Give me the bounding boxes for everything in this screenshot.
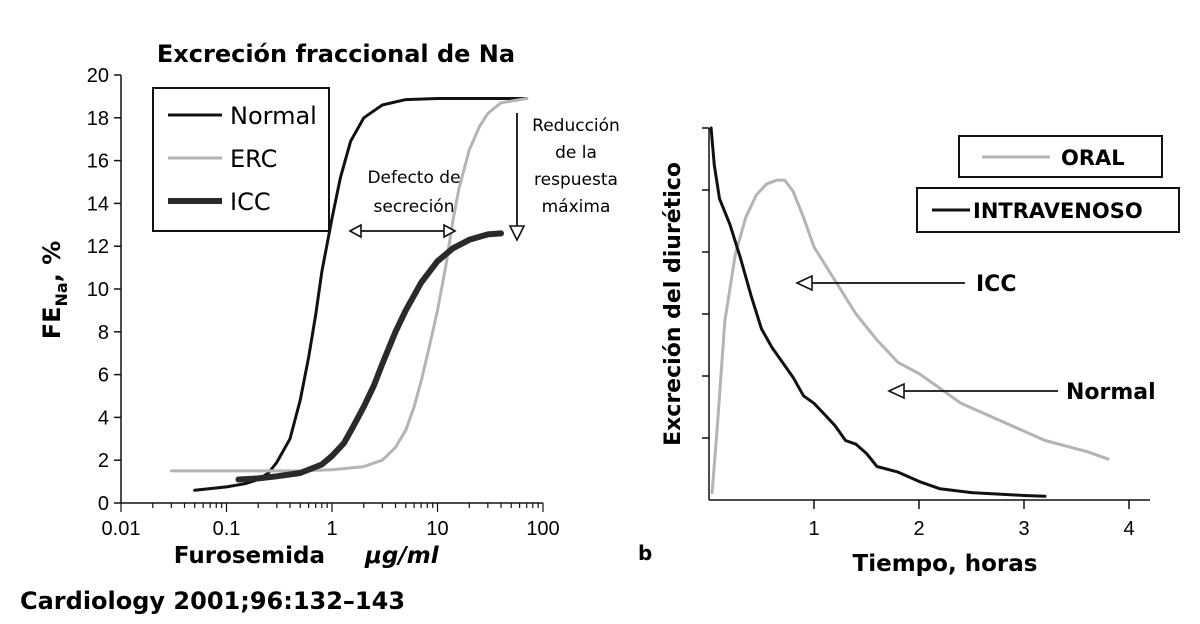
legend-iv-label: INTRAVENOSO bbox=[973, 199, 1143, 223]
panel-a-x-unit: μg/ml bbox=[364, 543, 440, 569]
panel-a-x-tick-label: 1 bbox=[326, 518, 337, 540]
panel-b-label: b bbox=[638, 541, 652, 565]
series-line-erc bbox=[169, 97, 529, 473]
normal-label: Normal bbox=[1066, 380, 1156, 405]
panel-a-x-label: Furosemida bbox=[174, 543, 325, 569]
reduccion-arrow-head bbox=[508, 225, 526, 242]
panel-a-y-tick-label: 14 bbox=[87, 193, 109, 215]
panel-b: 1 2 3 4 ORAL INTRAVENOSO ICC Normal b Tiemp… bbox=[638, 126, 1180, 577]
panel-a-y-label: FENa, % bbox=[38, 241, 71, 340]
icc-label: ICC bbox=[976, 272, 1016, 297]
panel-a-x-tick-label: 10 bbox=[426, 518, 448, 540]
icc-arrow-head bbox=[795, 274, 813, 292]
panel-a-y-tick-label: 12 bbox=[87, 236, 109, 258]
panel-b-x-tick-label: 2 bbox=[913, 518, 924, 540]
defecto-arrow-right-head bbox=[443, 223, 457, 239]
panel-b-x-tick-label: 4 bbox=[1123, 518, 1134, 540]
panel-b-x-label: Tiempo, horas bbox=[853, 551, 1038, 577]
panel-a-y-tick-label: 20 bbox=[87, 65, 109, 87]
panel-a-y-tick-label: 16 bbox=[87, 151, 109, 173]
panel-b-x-tick-label: 1 bbox=[808, 518, 819, 540]
panel-a-y-tick-label: 8 bbox=[98, 322, 109, 344]
y-label-fe: FE bbox=[38, 306, 66, 339]
series-line-intravenoso bbox=[709, 126, 1047, 498]
panel-a: Excreción fraccional de Na 0 2 4 6 8 10 12 14 16… bbox=[38, 40, 620, 569]
normal-arrow-head bbox=[887, 382, 905, 400]
legend-label-normal: Normal bbox=[230, 102, 317, 130]
panel-a-y-tick-label: 2 bbox=[98, 450, 109, 472]
defecto-label-2: secreción bbox=[374, 197, 455, 217]
legend-oral-label: ORAL bbox=[1061, 146, 1125, 170]
reduccion-label-1: Reducción bbox=[532, 116, 620, 136]
panel-a-x-tick-label: 0.01 bbox=[102, 518, 141, 540]
reduccion-label-4: máxima bbox=[542, 197, 611, 217]
panel-a-y-tick-label: 18 bbox=[87, 108, 109, 130]
y-label-sub: Na bbox=[52, 282, 71, 306]
series-line-icc bbox=[235, 230, 504, 483]
defecto-arrow-left-head bbox=[348, 223, 362, 239]
legend-label-icc: ICC bbox=[230, 188, 271, 216]
reduccion-label-3: respuesta bbox=[534, 170, 618, 190]
panel-b-y-label: Excreción del diurético bbox=[661, 162, 686, 446]
panel-a-x-tick-label: 0.1 bbox=[213, 518, 241, 540]
defecto-label-1: Defecto de bbox=[367, 168, 460, 188]
y-label-tail: , % bbox=[38, 241, 66, 283]
citation: Cardiology 2001;96:132–143 bbox=[20, 587, 405, 615]
panel-b-x-tick-label: 3 bbox=[1018, 518, 1029, 540]
panel-a-x-tick-label: 100 bbox=[526, 518, 559, 540]
panel-a-y-tick-label: 10 bbox=[87, 279, 109, 301]
panel-a-y-tick-label: 0 bbox=[98, 493, 109, 515]
legend-label-erc: ERC bbox=[230, 145, 277, 173]
panel-a-title: Excreción fraccional de Na bbox=[157, 40, 515, 68]
reduccion-label-2: de la bbox=[555, 143, 597, 163]
series-line-oral bbox=[710, 178, 1110, 495]
panel-a-y-tick-label: 4 bbox=[98, 407, 109, 429]
panel-a-y-tick-label: 6 bbox=[98, 365, 109, 387]
